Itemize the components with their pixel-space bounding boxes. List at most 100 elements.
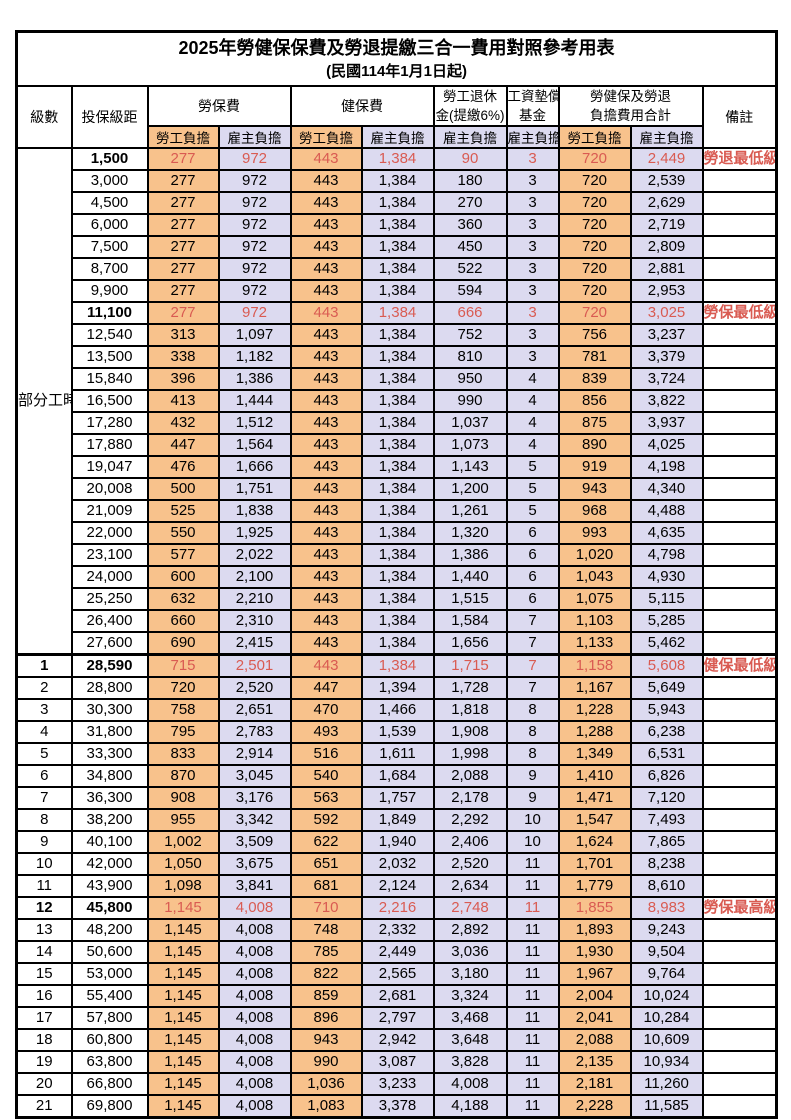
- table-row: 27,600 690 2,415 443 1,384 1,656 7 1,133 5,462: [17, 631, 778, 656]
- header-wage-fund-line1: 工資墊償: [507, 89, 559, 104]
- table-row: 20,008 500 1,751 443 1,384 1,200 5 943 4,340: [17, 477, 778, 501]
- remark-cell: [701, 918, 778, 942]
- labor-ins-employer-cell: 1,666: [217, 455, 292, 479]
- wage-fund-employer-cell: 5: [505, 455, 560, 479]
- health-ins-employee-cell: 443: [289, 367, 363, 391]
- pension-employer-cell: 1,715: [432, 653, 508, 678]
- health-ins-employee-cell: 470: [289, 698, 363, 722]
- table-row: 3,000 277 972 443 1,384 180 3 720 2,539: [17, 169, 778, 193]
- bracket-cell: 38,200: [70, 808, 149, 832]
- total-employer-cell: 5,943: [629, 698, 704, 722]
- bracket-cell: 24,000: [70, 565, 149, 589]
- total-employee-cell: 2,228: [557, 1094, 632, 1119]
- health-ins-employee-cell: 1,036: [289, 1072, 363, 1096]
- labor-ins-employee-cell: 1,145: [146, 1094, 220, 1119]
- table-row: 1 28,590 715 2,501 443 1,384 1,715 7 1,158 5,608 健…: [15, 653, 778, 678]
- wage-fund-employer-cell: 11: [505, 1072, 560, 1096]
- table-row: 3 30,300 758 2,651 470 1,466 1,818 8 1,228 5,943: [15, 698, 778, 722]
- table-row: 17,280 432 1,512 443 1,384 1,037 4 875 3,937: [17, 411, 778, 435]
- remark-cell: [701, 676, 778, 700]
- pension-employer-cell: 180: [432, 169, 508, 193]
- labor-ins-employee-cell: 525: [146, 499, 220, 523]
- table-row: 19 63,800 1,145 4,008 990 3,087 3,828 11 2,135 10…: [15, 1050, 778, 1074]
- bracket-cell: 57,800: [70, 1006, 149, 1030]
- bracket-cell: 3,000: [70, 169, 149, 193]
- labor-ins-employer-cell: 972: [217, 147, 292, 171]
- total-employee-cell: 1,288: [557, 720, 632, 744]
- labor-ins-employer-cell: 972: [217, 235, 292, 259]
- wage-fund-employer-cell: 6: [505, 565, 560, 589]
- total-employee-cell: 720: [557, 147, 632, 171]
- bracket-cell: 42,000: [70, 852, 149, 876]
- health-ins-employee-cell: 990: [289, 1050, 363, 1074]
- total-employee-cell: 1,020: [557, 543, 632, 567]
- total-employee-cell: 2,004: [557, 984, 632, 1008]
- pension-employer-cell: 2,088: [432, 764, 508, 788]
- labor-ins-employee-cell: 1,145: [146, 962, 220, 986]
- level-cell: 1: [15, 653, 73, 678]
- bracket-cell: 53,000: [70, 962, 149, 986]
- total-employer-cell: 10,024: [629, 984, 704, 1008]
- total-employer-cell: 8,610: [629, 874, 704, 898]
- total-employee-cell: 1,701: [557, 852, 632, 876]
- health-ins-employee-cell: 443: [289, 213, 363, 237]
- header-row-3: 勞工負擔 雇主負擔 勞工負擔 雇主負擔 雇主負擔 雇主負擔 勞工負擔 雇主負擔: [17, 125, 777, 149]
- bracket-cell: 28,590: [70, 653, 149, 678]
- total-employee-cell: 1,779: [557, 874, 632, 898]
- table-row: 14 50,600 1,145 4,008 785 2,449 3,036 11 1,930 9,…: [15, 940, 778, 964]
- bracket-cell: 23,100: [70, 543, 149, 567]
- health-ins-employee-cell: 785: [289, 940, 363, 964]
- health-ins-employer-cell: 1,539: [360, 720, 435, 744]
- labor-ins-employee-cell: 577: [146, 543, 220, 567]
- labor-ins-employee-cell: 500: [146, 477, 220, 501]
- table-row: 15,840 396 1,386 443 1,384 950 4 839 3,724: [17, 367, 778, 391]
- header-pension: 勞工退休 金(提繳6%): [432, 85, 508, 127]
- labor-ins-employee-cell: 955: [146, 808, 220, 832]
- pension-employer-cell: 450: [432, 235, 508, 259]
- total-employer-cell: 11,585: [629, 1094, 704, 1119]
- labor-ins-employee-cell: 1,145: [146, 918, 220, 942]
- remark-cell: 勞保最低級距: [701, 301, 778, 325]
- labor-ins-employer-cell: 4,008: [217, 1028, 292, 1052]
- wage-fund-employer-cell: 11: [505, 984, 560, 1008]
- total-employee-cell: 1,158: [557, 653, 632, 678]
- labor-ins-employer-cell: 2,022: [217, 543, 292, 567]
- labor-ins-employer-cell: 1,925: [217, 521, 292, 545]
- pension-employer-cell: 1,037: [432, 411, 508, 435]
- health-ins-employee-cell: 443: [289, 609, 363, 633]
- labor-ins-employer-cell: 3,342: [217, 808, 292, 832]
- labor-ins-employee-cell: 413: [146, 389, 220, 413]
- total-employer-cell: 6,531: [629, 742, 704, 766]
- pension-employer-cell: 1,440: [432, 565, 508, 589]
- total-employee-cell: 890: [557, 433, 632, 457]
- wage-fund-employer-cell: 10: [505, 830, 560, 854]
- health-ins-employee-cell: 443: [289, 477, 363, 501]
- labor-ins-employee-cell: 758: [146, 698, 220, 722]
- labor-ins-employer-cell: 3,509: [217, 830, 292, 854]
- labor-ins-employer-cell: 972: [217, 191, 292, 215]
- level-cell: 3: [15, 698, 73, 722]
- header-total-line1: 勞健保及勞退: [590, 89, 671, 104]
- wage-fund-employer-cell: 4: [505, 433, 560, 457]
- bracket-cell: 60,800: [70, 1028, 149, 1052]
- level-cell: 21: [15, 1094, 73, 1119]
- total-employee-cell: 1,167: [557, 676, 632, 700]
- remark-cell: [701, 984, 778, 1008]
- total-employee-cell: 839: [557, 367, 632, 391]
- labor-ins-employee-cell: 277: [146, 213, 220, 237]
- header-pension-line1: 勞工退休: [443, 89, 497, 104]
- total-employee-cell: 1,624: [557, 830, 632, 854]
- labor-ins-employee-cell: 1,145: [146, 940, 220, 964]
- total-employer-cell: 5,285: [629, 609, 704, 633]
- total-employee-cell: 1,043: [557, 565, 632, 589]
- level-cell: 14: [15, 940, 73, 964]
- labor-ins-employee-cell: 277: [146, 191, 220, 215]
- level-cell: 12: [15, 896, 73, 920]
- pension-employer-cell: 2,892: [432, 918, 508, 942]
- wage-fund-employer-cell: 7: [505, 676, 560, 700]
- wage-fund-employer-cell: 6: [505, 521, 560, 545]
- subheader-labor-employer: 雇主負擔: [217, 125, 292, 149]
- wage-fund-employer-cell: 7: [505, 653, 560, 678]
- pension-employer-cell: 1,200: [432, 477, 508, 501]
